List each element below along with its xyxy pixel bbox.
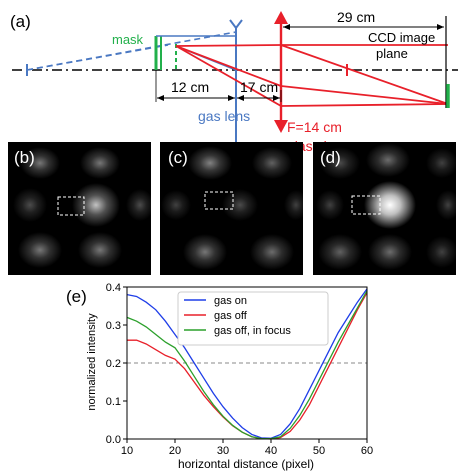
legend-label: gas off, in focus [214, 325, 291, 337]
glass-lens-bottom-arrow [274, 120, 288, 133]
panel-b-roi [57, 196, 85, 216]
legend-box [177, 291, 329, 346]
glass-lens-top-arrow [274, 11, 288, 24]
y-tick-label: 0.4 [106, 282, 121, 294]
y-tick-label: 0.0 [106, 434, 121, 446]
y-tick-label: 0.3 [106, 320, 121, 332]
x-tick-label: 40 [265, 445, 277, 457]
red-ray-7 [280, 103, 449, 107]
red-ray-4 [280, 85, 449, 105]
panel-a-schematic: (a) mask gas lens F=14 cm glass [10, 9, 458, 163]
gas-lens-top-cap [229, 19, 243, 30]
panel-e-chart: (e) normalized intensity horizontal dist… [66, 282, 373, 471]
panel-d-label: (d) [320, 148, 341, 167]
panel-b-label: (b) [14, 148, 35, 167]
chart-ticks: 10 20 30 40 50 60 0.0 0.1 0.2 0.3 0.4 [106, 282, 373, 457]
panel-b-spot [126, 189, 154, 221]
plot-frame [126, 286, 368, 440]
panel-d-spot [368, 234, 412, 270]
y-tick-label: 0.2 [106, 358, 121, 370]
panel-d-spot [318, 234, 362, 270]
panel-c-spot [183, 234, 227, 270]
panel-d-spot-bright [364, 181, 416, 229]
panel-d-roi [351, 195, 381, 215]
virtual-ray-lower [26, 44, 169, 71]
red-ray-1 [175, 44, 282, 47]
dim-17-arrow-right [273, 95, 280, 101]
panel-b-spot [80, 147, 120, 179]
panel-c-spot [188, 146, 232, 180]
dim-29-arrow-left [283, 24, 290, 30]
y-axis-label: normalized intensity [86, 313, 98, 411]
x-tick-label: 30 [217, 445, 229, 457]
red-ray-3 [175, 45, 282, 87]
red-ray-6 [175, 45, 282, 107]
panel-b-spot [20, 147, 60, 179]
panel-c-spot [252, 147, 292, 179]
mask-label: mask [112, 32, 144, 47]
dim-29-label: 29 cm [337, 9, 375, 25]
dim-17-arrow-left [237, 95, 244, 101]
x-tick-label: 50 [313, 445, 325, 457]
chart-series-group [126, 288, 368, 440]
panel-b-spot [78, 232, 122, 268]
dim-12-label: 12 cm [171, 79, 209, 95]
panel-b-spot [13, 188, 47, 222]
gas-lens-label: gas lens [198, 108, 250, 124]
red-ray-5 [280, 44, 449, 105]
panel-d-spot [426, 148, 458, 178]
series-line [126, 288, 368, 439]
dim-12-arrow-right [228, 95, 235, 101]
y-tick-label: 0.1 [106, 396, 121, 408]
ccd-label-line2: plane [376, 46, 408, 61]
dim-17-label: 17 cm [240, 79, 278, 95]
panel-d-spot [426, 236, 458, 268]
panel-d-spot [320, 147, 360, 179]
x-axis-label: horizontal distance (pixel) [178, 457, 314, 471]
panel-e-label: (e) [66, 287, 87, 306]
dim-29-arrow-right [437, 24, 444, 30]
ccd-label-line1: CCD image [368, 30, 435, 45]
panel-d-spot [366, 143, 410, 177]
panel-b-spot [18, 232, 62, 268]
panel-d-spot [436, 190, 460, 220]
panel-b-spot [72, 183, 120, 227]
panel-a-label: (a) [10, 12, 31, 31]
dim-12-arrow-left [157, 95, 164, 101]
panel-d-image: (d) [313, 142, 460, 275]
focal-length-label: F=14 cm [287, 119, 342, 135]
series-line [126, 290, 368, 440]
panel-c-label: (c) [168, 148, 188, 167]
legend-label: gas on [214, 295, 247, 307]
panel-d-spot [316, 190, 344, 220]
panel-c-image: (c) [160, 142, 308, 275]
chart-legend: gas on gas off gas off, in focus [177, 291, 329, 346]
panel-c-spot [284, 190, 308, 220]
x-tick-label: 20 [169, 445, 181, 457]
panel-c-spot [222, 189, 258, 221]
panel-c-spot [250, 234, 294, 270]
x-tick-label: 60 [361, 445, 373, 457]
legend-label: gas off [214, 310, 248, 322]
x-tick-label: 10 [121, 445, 133, 457]
panel-c-spot [161, 190, 191, 220]
panel-c-roi [204, 191, 234, 210]
panel-b-image: (b) [8, 142, 154, 275]
